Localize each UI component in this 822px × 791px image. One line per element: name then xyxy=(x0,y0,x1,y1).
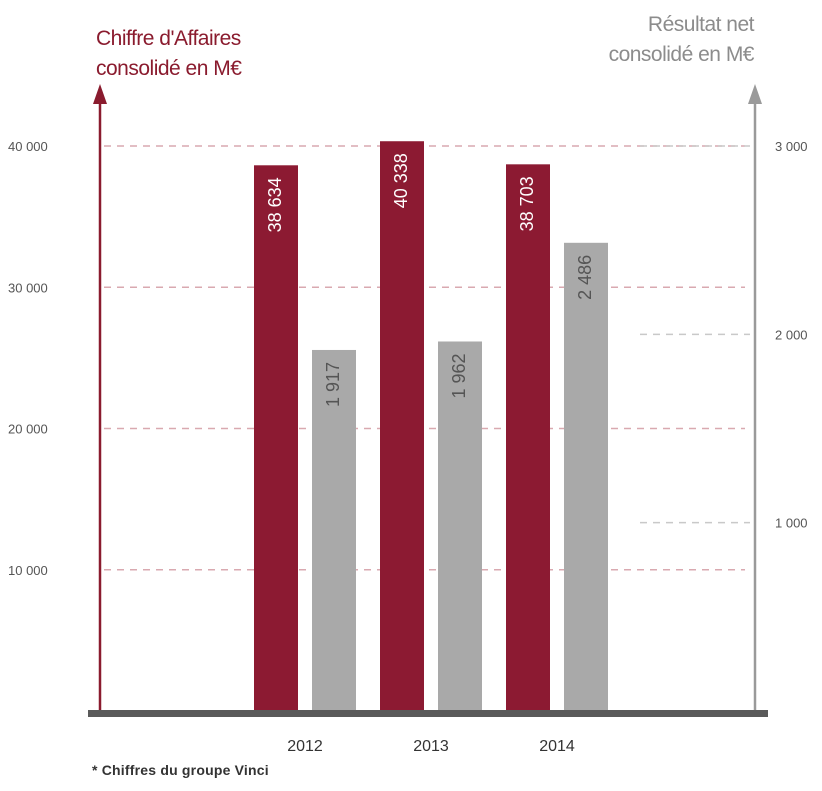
right-axis-arrow xyxy=(748,84,762,104)
net-income-bar-label: 1 962 xyxy=(449,353,469,398)
left-axis-title-line-2: consolidé en M€ xyxy=(96,57,242,80)
left-axis-arrow xyxy=(93,84,107,104)
right-axis-title-line-1: Résultat net xyxy=(647,13,755,36)
category-label: 2014 xyxy=(539,738,575,755)
left-tick-label: 10 000 xyxy=(8,563,48,578)
left-axis-title-line-1: Chiffre d'Affaires xyxy=(96,27,241,50)
category-label: 2012 xyxy=(287,738,323,755)
revenue-bar xyxy=(254,165,298,712)
net-income-bar xyxy=(312,349,356,711)
revenue-bar xyxy=(380,141,424,711)
left-axis-title: Chiffre d'Affaires consolidé en M€ xyxy=(96,24,316,84)
category-label: 2013 xyxy=(413,738,449,755)
left-tick-label: 30 000 xyxy=(8,280,48,295)
net-income-bar-label: 2 486 xyxy=(575,255,595,300)
right-tick-label: 3 000 xyxy=(775,139,808,154)
baseline xyxy=(88,710,768,717)
net-income-bar xyxy=(438,341,482,711)
right-tick-label: 1 000 xyxy=(775,516,808,531)
right-tick-label: 2 000 xyxy=(775,327,808,342)
revenue-bar-label: 40 338 xyxy=(391,153,411,208)
revenue-bar-label: 38 634 xyxy=(265,177,285,232)
left-tick-label: 20 000 xyxy=(8,422,48,437)
revenue-bar-label: 38 703 xyxy=(517,176,537,231)
net-income-bar xyxy=(564,242,608,711)
right-axis-title: Résultat net consolidé en M€ xyxy=(534,10,755,70)
left-tick-label: 40 000 xyxy=(8,139,48,154)
revenue-bar xyxy=(506,164,550,711)
net-income-bar-label: 1 917 xyxy=(323,362,343,407)
footnote: * Chiffres du groupe Vinci xyxy=(92,762,269,778)
right-axis-title-line-2: consolidé en M€ xyxy=(608,43,755,66)
